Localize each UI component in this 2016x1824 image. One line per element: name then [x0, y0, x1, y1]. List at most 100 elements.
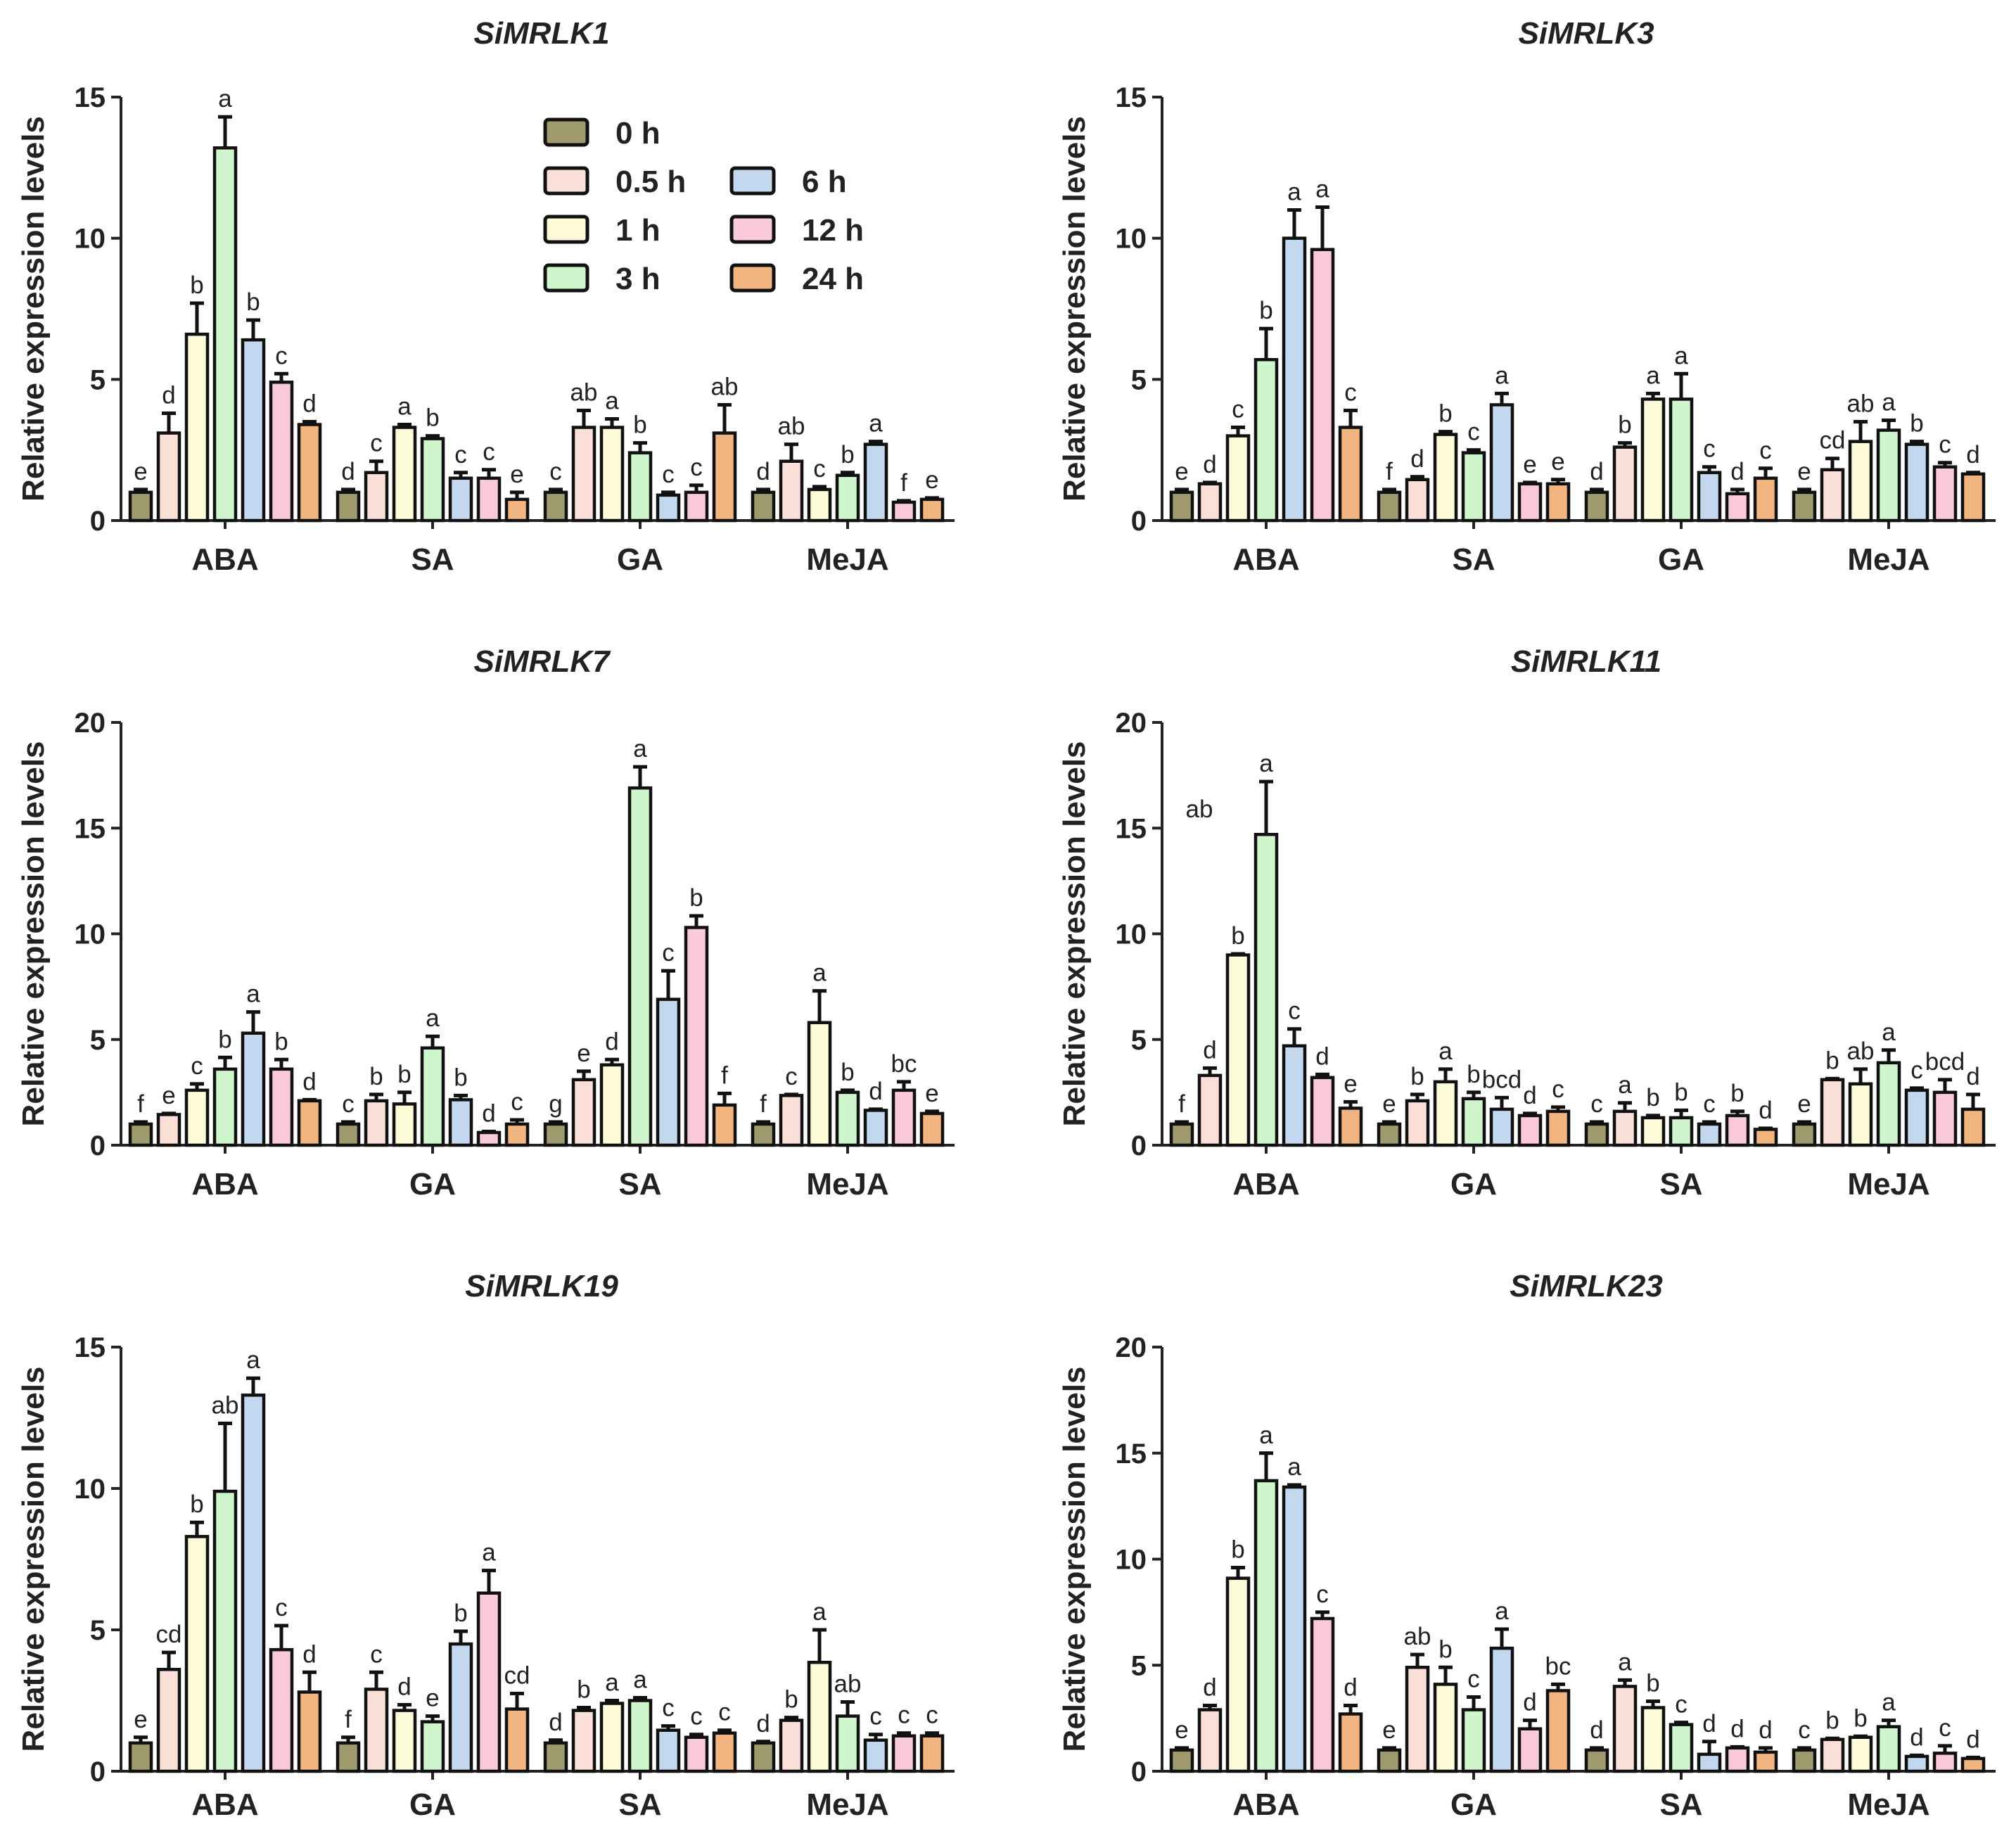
significance-letter: f: [721, 1061, 728, 1089]
bar-ga-24-h: [504, 1122, 530, 1147]
significance-letter: d: [1759, 1716, 1772, 1744]
significance-letter: d: [1523, 1082, 1536, 1109]
significance-letter: c: [483, 438, 495, 466]
significance-letter: e: [1523, 451, 1536, 478]
bar-sa-1-h: [1640, 1116, 1666, 1147]
bar-ga-24-h: [1545, 1109, 1571, 1147]
chart-title: SiMRLK1: [473, 16, 609, 51]
significance-letter: b: [1259, 297, 1272, 324]
significance-letter: f: [345, 1706, 352, 1733]
significance-letter: d: [1910, 1723, 1923, 1751]
bar-ga-1-h: [392, 1102, 417, 1147]
significance-letter: a: [605, 388, 619, 415]
bar-sa-0-5-h: [571, 1078, 596, 1147]
bar-ga-6-h: [1489, 1107, 1514, 1147]
panels: SiMRLK1 Relative expression levels 0 5 10 15 A…: [16, 16, 1996, 1822]
bar-sa-0-h: [543, 1122, 568, 1147]
significance-letter: e: [1175, 458, 1188, 485]
legend-label: 0 h: [615, 116, 661, 151]
significance-letter: d: [302, 1068, 316, 1095]
significance-letter: a: [1618, 1071, 1632, 1099]
significance-letter: a: [1618, 1648, 1632, 1676]
significance-letter: cd: [156, 1621, 182, 1648]
bar-ga-3-h: [420, 1720, 445, 1773]
significance-letter: a: [869, 410, 883, 438]
bar-aba-3-h: [1253, 357, 1279, 523]
significance-letter: bcd: [1482, 1066, 1521, 1093]
bar-ga-0-5-h: [1612, 445, 1638, 523]
bar-sa-1-h: [599, 1063, 625, 1147]
significance-letter: a: [426, 1005, 440, 1032]
bar-meja-3-h: [835, 1714, 860, 1773]
significance-letter: e: [925, 466, 938, 494]
bar-sa-24-h: [712, 1103, 737, 1147]
significance-letter: b: [1231, 922, 1244, 950]
significance-letter: c: [275, 1594, 288, 1621]
significance-letter: d: [1966, 441, 1979, 468]
bar-sa-3-h: [1669, 1116, 1694, 1147]
legend-label: 3 h: [615, 262, 661, 296]
bar-ga-3-h: [1461, 1708, 1486, 1773]
significance-letter: d: [482, 1099, 495, 1127]
chart-simrlk23: SiMRLK23 Relative expression levels 0 5 10 15…: [1057, 1269, 1996, 1822]
bar-aba-1-h: [1225, 434, 1251, 523]
y-tick-label: 5: [90, 364, 106, 395]
significance-letter: b: [1730, 1080, 1744, 1107]
significance-letter: f: [137, 1090, 144, 1118]
bar-sa-0-h: [1584, 1748, 1609, 1773]
significance-letter: f: [1178, 1090, 1185, 1118]
significance-letter: e: [1382, 1090, 1396, 1118]
significance-letter: d: [1590, 458, 1603, 485]
significance-letter: b: [397, 1061, 411, 1088]
bar-meja-24-h: [1960, 1107, 1986, 1147]
legend-item-1-h: 1 h: [543, 213, 661, 248]
significance-letter: c: [1703, 435, 1716, 463]
category-label-aba: ABA: [1232, 1167, 1299, 1201]
y-axis-label: Relative expression levels: [1057, 116, 1092, 502]
bar-sa-12-h: [476, 476, 502, 523]
significance-letter: b: [454, 1064, 467, 1091]
bar-ga-6-h: [1489, 1646, 1514, 1773]
significance-letter: a: [246, 981, 260, 1008]
category-label-aba: ABA: [1232, 542, 1299, 577]
bar-aba-12-h: [1310, 1076, 1335, 1147]
bar-sa-24-h: [1545, 482, 1571, 523]
bar-ga-6-h: [448, 1098, 473, 1147]
category-label-ga: GA: [1450, 1787, 1497, 1822]
significance-letter: c: [1910, 1057, 1923, 1084]
bar-aba-0-5-h: [1197, 1073, 1223, 1147]
significance-letter: a: [1882, 1689, 1896, 1716]
legend-item-12-h: 12 h: [729, 213, 864, 248]
significance-letter: b: [1825, 1047, 1839, 1074]
y-axis-label: Relative expression levels: [16, 741, 51, 1127]
bar-meja-24-h: [919, 1734, 945, 1773]
significance-letter: bcd: [1925, 1048, 1965, 1076]
bar-aba-0-h: [1169, 490, 1194, 523]
significance-letter: d: [756, 1710, 770, 1737]
bar-sa-3-h: [627, 1699, 653, 1773]
y-tick-label: 15: [1116, 82, 1147, 113]
significance-letter: d: [1966, 1726, 1979, 1753]
significance-letter: c: [1939, 1714, 1951, 1742]
bar-aba-3-h: [212, 146, 238, 523]
category-label-aba: ABA: [1232, 1787, 1299, 1822]
bar-ga-24-h: [504, 1707, 530, 1773]
significance-letter: d: [756, 458, 770, 485]
significance-letter: c: [1467, 1665, 1480, 1692]
bar-sa-6-h: [1697, 1752, 1722, 1773]
bar-aba-1-h: [184, 1088, 210, 1147]
significance-letter: c: [454, 441, 467, 468]
significance-letter: d: [1523, 1689, 1536, 1716]
y-tick-label: 5: [90, 1615, 106, 1646]
legend-swatch: [729, 166, 776, 196]
category-label-meja: MeJA: [806, 1787, 888, 1822]
legend-label: 24 h: [802, 262, 864, 296]
legend-swatch: [543, 215, 589, 244]
category-label-sa: SA: [1659, 1787, 1702, 1822]
bar-meja-6-h: [863, 442, 888, 523]
bar-ga-24-h: [712, 431, 737, 523]
significance-letter: a: [1674, 342, 1688, 369]
bar-aba-24-h: [1338, 426, 1363, 523]
significance-letter: cd: [504, 1662, 530, 1689]
bar-meja-1-h: [1848, 1082, 1873, 1147]
